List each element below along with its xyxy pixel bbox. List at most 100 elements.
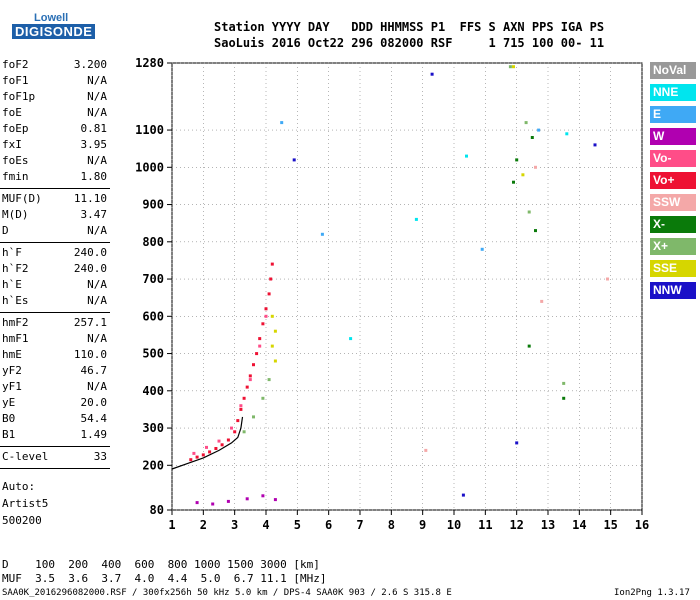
x-tick-label: 14 — [572, 518, 586, 532]
param-separator — [0, 188, 110, 189]
data-point — [233, 430, 237, 434]
param-value: N/A — [87, 74, 107, 87]
data-point — [239, 407, 243, 411]
x-tick-label: 7 — [356, 518, 363, 532]
y-tick-label: 700 — [142, 272, 164, 286]
param-name: foF2 — [2, 58, 29, 71]
data-point — [258, 344, 262, 348]
data-point — [242, 430, 246, 434]
data-point — [226, 499, 230, 503]
param-value: 0.81 — [80, 122, 108, 135]
param-name: foE — [2, 106, 22, 119]
ionogram-chart: 1 2 3 4 5 6 7 8 9 10 11 12 13 14 15 1680200300400500600… — [135, 56, 649, 532]
param-value: 257.1 — [73, 316, 107, 329]
data-point — [261, 396, 265, 400]
x-tick-label: 10 — [447, 518, 461, 532]
x-tick-label: 8 — [388, 518, 395, 532]
data-point — [424, 448, 428, 452]
x-tick-label: 5 — [294, 518, 301, 532]
param-name: yF2 — [2, 364, 22, 377]
legend-item: E — [650, 106, 696, 123]
legend-item: W — [650, 128, 696, 145]
data-point — [252, 415, 255, 419]
y-tick-label: 200 — [142, 458, 164, 472]
x-tick-label: 2 — [200, 518, 207, 532]
data-point — [264, 314, 268, 318]
data-point — [521, 173, 525, 177]
param-separator — [0, 312, 110, 313]
param-value: N/A — [87, 294, 107, 307]
data-point — [430, 72, 434, 76]
data-point — [267, 378, 271, 382]
legend-item: SSW — [650, 194, 696, 211]
data-point — [248, 374, 252, 378]
param-value: 33 — [93, 450, 107, 463]
header-row-1: Station YYYY DAY DDD HHMMSS P1 FFS S AXN… — [214, 20, 605, 34]
data-point — [524, 121, 528, 125]
data-point — [461, 493, 465, 497]
data-point — [201, 453, 205, 457]
param-name: yF1 — [2, 380, 22, 393]
legend-item: SSE — [650, 260, 696, 277]
data-point — [292, 158, 296, 162]
data-point — [245, 385, 249, 389]
data-point — [195, 501, 199, 505]
data-point — [248, 378, 252, 382]
param-separator — [0, 446, 110, 447]
param-name: h`F — [2, 246, 22, 259]
data-point — [414, 217, 418, 221]
param-name: foEs — [2, 154, 29, 167]
footer-version: Ion2Png 1.3.17 — [614, 588, 690, 598]
data-point — [527, 210, 531, 214]
data-point — [465, 154, 468, 158]
x-tick-label: 12 — [509, 518, 523, 532]
param-name: yE — [2, 396, 16, 409]
data-point — [280, 121, 284, 125]
data-point — [540, 299, 544, 303]
data-point — [258, 337, 262, 341]
data-point — [242, 396, 246, 400]
data-point — [273, 359, 277, 363]
data-point — [273, 498, 277, 502]
footer-file-info: SAA0K_2016296082000.RSF / 300fx256h 50 k… — [2, 588, 452, 598]
param-value: 46.7 — [80, 364, 108, 377]
data-point — [230, 426, 233, 430]
y-tick-label: 300 — [142, 421, 164, 435]
legend-item: Vo+ — [650, 172, 696, 189]
y-tick-label: 1000 — [135, 160, 164, 174]
param-name: fxI — [2, 138, 22, 151]
muf-frequency-row: MUF 3.5 3.6 3.7 4.0 4.4 5.0 6.7 11.1 [MH… — [2, 572, 327, 585]
param-name: B0 — [2, 412, 16, 425]
x-tick-label: 9 — [419, 518, 426, 532]
param-value: 20.0 — [80, 396, 108, 409]
param-name: hmF2 — [2, 316, 29, 329]
param-value: N/A — [87, 332, 107, 345]
data-point — [593, 143, 597, 147]
data-point — [195, 455, 199, 459]
param-name: fmin — [2, 170, 29, 183]
data-point — [534, 165, 537, 169]
muf-distance-row: D 100 200 400 600 800 1000 1500 3000 [km… — [2, 558, 320, 571]
param-name: h`F2 — [2, 262, 29, 275]
plot-area — [171, 62, 643, 511]
legend-item: X- — [650, 216, 696, 233]
data-point — [270, 314, 274, 318]
data-point — [264, 307, 268, 311]
x-tick-label: 13 — [541, 518, 555, 532]
data-point — [270, 344, 274, 348]
param-value: 3.95 — [80, 138, 108, 151]
data-point — [562, 381, 566, 385]
x-tick-label: 15 — [603, 518, 617, 532]
legend-item: NoVal — [650, 62, 696, 79]
y-tick-label: 500 — [142, 347, 164, 361]
x-tick-label: 1 — [168, 518, 175, 532]
data-point — [269, 277, 273, 281]
data-point — [267, 292, 271, 296]
param-name: h`E — [2, 278, 22, 291]
data-point — [261, 494, 265, 498]
x-tick-label: 3 — [231, 518, 238, 532]
param-value: 54.4 — [80, 412, 108, 425]
scaling-method: Artist5 — [2, 497, 49, 510]
data-point — [205, 445, 208, 449]
param-name: foF1p — [2, 90, 36, 103]
